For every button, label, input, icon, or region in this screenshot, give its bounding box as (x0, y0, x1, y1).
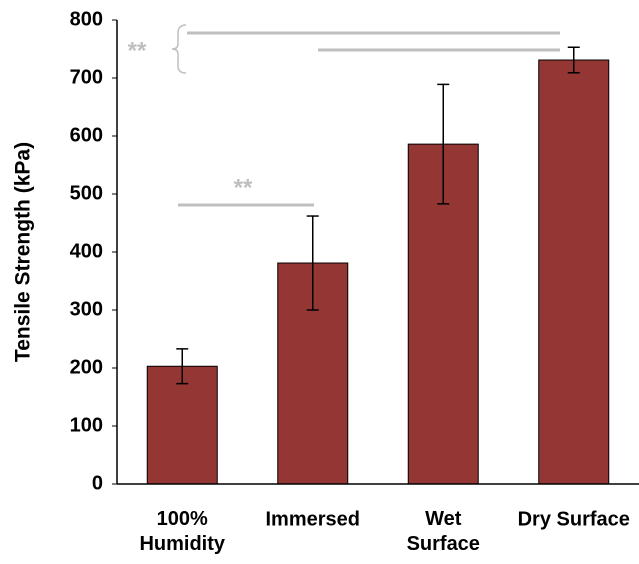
bar (538, 59, 610, 485)
x-tick-label: Wet Surface (407, 508, 480, 555)
significance-brackets (171, 24, 560, 207)
y-tick-label: 0 (92, 472, 103, 494)
x-tick-label: Immersed (266, 508, 361, 530)
y-tick-label: 600 (70, 124, 103, 146)
error-bar (437, 83, 450, 205)
y-axis-title: Tensile Strength (kPa) (12, 142, 35, 362)
y-tick-label: 500 (70, 182, 103, 204)
error-bar (567, 46, 580, 74)
y-tick-label: 700 (70, 66, 103, 88)
significance-brace (171, 24, 187, 74)
y-tick-label: 100 (70, 414, 103, 436)
significance-label: ** (234, 174, 253, 201)
y-tick-label: 400 (70, 240, 103, 262)
y-tick-label: 800 (70, 8, 103, 30)
y-tick-label: 300 (70, 298, 103, 320)
significance-label: ** (128, 37, 147, 64)
error-bar (306, 215, 319, 311)
y-tick-label: 200 (70, 356, 103, 378)
error-bar (176, 348, 189, 385)
x-tick-label: Dry Surface (518, 508, 630, 530)
bar (146, 365, 218, 485)
x-tick-label: 100% Humidity (139, 508, 225, 555)
